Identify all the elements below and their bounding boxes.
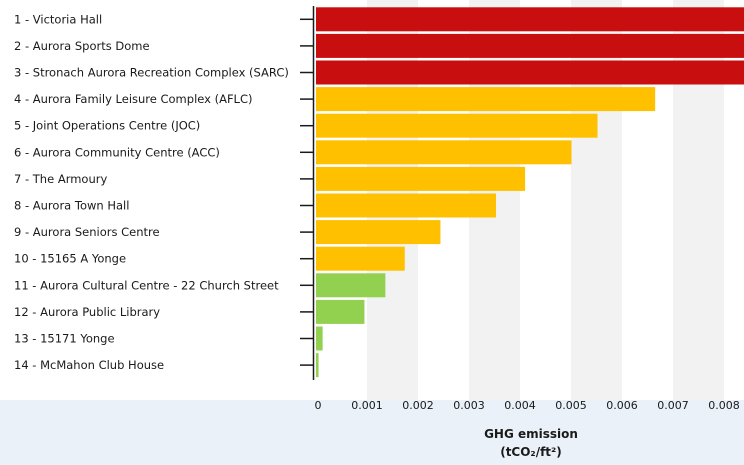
x-axis-label-line1: GHG emission	[484, 427, 578, 441]
category-labels: 1 - Victoria Hall 2 - Aurora Sports Dome 3…	[14, 12, 289, 372]
bar	[316, 113, 598, 138]
bar	[316, 246, 405, 271]
category-label: 6 - Aurora Community Centre (ACC)	[14, 145, 220, 159]
category-label: 9 - Aurora Seniors Centre	[14, 225, 160, 239]
category-label: 11 - Aurora Cultural Centre - 22 Church …	[14, 278, 279, 292]
x-tick-label: 0	[315, 399, 322, 412]
category-label: 14 - McMahon Club House	[14, 358, 164, 372]
category-label: 8 - Aurora Town Hall	[14, 199, 129, 213]
grid-band	[673, 0, 724, 400]
bar	[316, 273, 386, 298]
x-tick-label: 0.006	[606, 399, 638, 412]
bar	[316, 7, 744, 32]
category-label: 12 - Aurora Public Library	[14, 305, 160, 319]
bar	[316, 166, 526, 191]
bar	[316, 87, 656, 112]
bar	[316, 60, 744, 85]
x-tick-labels: 0 0.001 0.002 0.003 0.004 0.005 0.006 0.007 0.00…	[315, 399, 740, 412]
category-label: 1 - Victoria Hall	[14, 12, 102, 26]
bar	[316, 353, 319, 378]
x-tick-label: 0.004	[504, 399, 536, 412]
bar	[316, 140, 572, 165]
category-label: 3 - Stronach Aurora Recreation Complex (…	[14, 66, 289, 80]
x-tick-label: 0.008	[708, 399, 740, 412]
x-tick-label: 0.001	[351, 399, 383, 412]
x-axis-label-line2: (tCO₂/ft²)	[500, 445, 562, 459]
bar	[316, 299, 365, 324]
grid-band	[571, 0, 622, 400]
bar	[316, 220, 441, 245]
category-label: 4 - Aurora Family Leisure Complex (AFLC)	[14, 92, 253, 106]
bar	[316, 193, 497, 218]
bars	[316, 7, 744, 378]
bar	[316, 33, 744, 58]
category-label: 5 - Joint Operations Centre (JOC)	[14, 119, 200, 133]
x-tick-label: 0.002	[402, 399, 434, 412]
x-tick-label: 0.003	[453, 399, 485, 412]
bar	[316, 326, 323, 351]
x-tick-label: 0.005	[555, 399, 587, 412]
category-label: 7 - The Armoury	[14, 172, 107, 186]
category-label: 13 - 15171 Yonge	[14, 332, 115, 346]
x-tick-label: 0.007	[657, 399, 689, 412]
y-ticks	[300, 18, 313, 366]
category-label: 10 - 15165 A Yonge	[14, 252, 126, 266]
category-label: 2 - Aurora Sports Dome	[14, 39, 150, 53]
